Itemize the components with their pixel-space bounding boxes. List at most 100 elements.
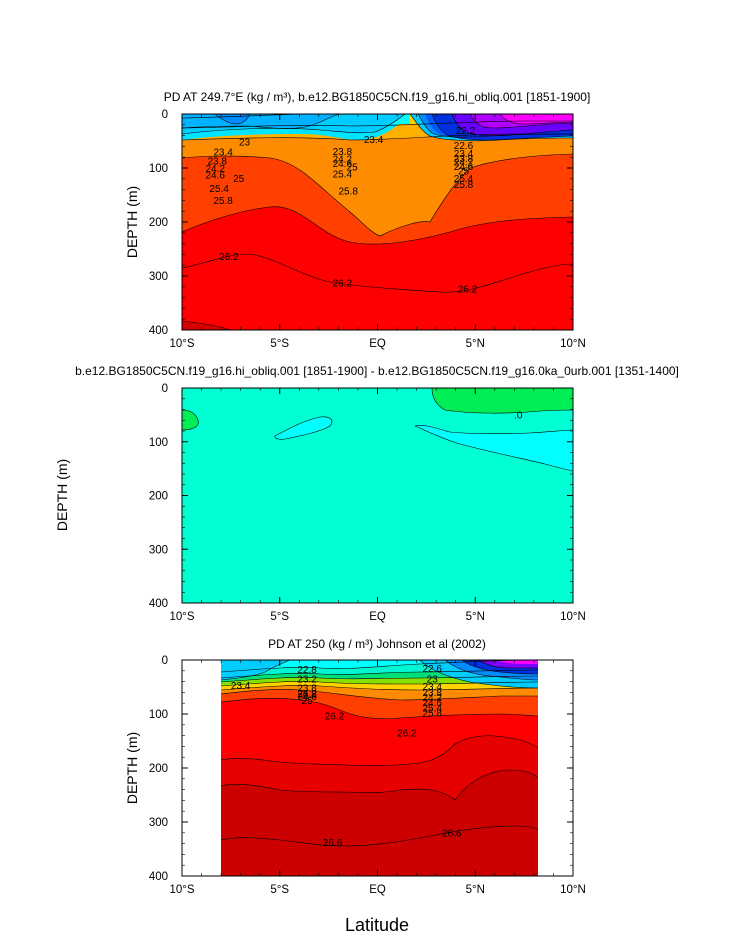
fill-aquamarine (182, 388, 573, 603)
fill-cyan-east (415, 424, 573, 471)
contour-label: 23.4 (423, 682, 443, 693)
y-tick-label: 400 (149, 598, 168, 610)
contour-label: 26.2 (458, 284, 478, 295)
x-tick-label: 10°S (169, 611, 194, 623)
y-tick-label: 200 (149, 217, 168, 229)
panel-3-title: PD AT 250 (kg / m³) Johnson et al (2002) (268, 637, 486, 651)
contour-label: 25 (347, 162, 359, 173)
panel-1-axes: 10°S 5°S EQ 5°N 10°N 0 100 200 300 400 (149, 109, 586, 350)
panel-3-contour-labels: 23.422.823.223.824.224.62525.826.222.623… (231, 664, 462, 849)
x-tick-label: EQ (369, 338, 386, 350)
contour-label: 25.8 (454, 180, 474, 191)
contour-label: 26.2 (333, 279, 353, 290)
panel-2-contour-fill (182, 388, 573, 603)
x-tick-label: 5°N (466, 338, 485, 350)
panel-2-title: b.e12.BG1850C5CN.f19_g16.hi_obliq.001 [1… (75, 364, 679, 378)
y-tick-label: 400 (149, 325, 168, 337)
contour-label: 25 (302, 696, 314, 707)
contour-label: 25.4 (454, 174, 474, 185)
y-tick-label: 300 (149, 817, 168, 829)
contour-label: 23 (239, 138, 251, 149)
panel-2-ylabel: DEPTH (m) (54, 459, 70, 531)
y-tick-label: 200 (149, 763, 168, 775)
contour-label: 24.2 (297, 689, 317, 700)
contour-label: 26.6 (442, 828, 462, 839)
contour-label: 25.4 (423, 704, 443, 715)
contour-label: 24.6 (454, 162, 474, 173)
contour-label: 23.8 (333, 147, 353, 158)
contour-lines-3 (220, 660, 539, 847)
panel-1-title: PD AT 249.7°E (kg / m³), b.e12.BG1850C5C… (164, 90, 591, 104)
contour-label: 26.2 (325, 712, 345, 723)
panel-2: b.e12.BG1850C5CN.f19_g16.hi_obliq.001 [1… (54, 364, 679, 623)
contour-label: 23.4 (454, 149, 474, 160)
y-tick-label: 200 (149, 491, 168, 503)
contour-label: 25.8 (213, 196, 233, 207)
contour-label: 26.2 (219, 252, 239, 263)
contour-label: 25.4 (209, 184, 229, 195)
x-tick-label: 5°N (466, 611, 485, 623)
y-tick-label: 300 (149, 271, 168, 283)
y-tick-label: 400 (149, 871, 168, 883)
panel-2-axes: 10°S 5°S EQ 5°N 10°N 0 100 200 300 400 (149, 383, 586, 623)
fill-cyan (221, 660, 538, 672)
contour-label: 24.6 (206, 171, 226, 182)
panel-3-contour-fill (220, 660, 539, 876)
contour-label: 22.6 (423, 664, 443, 675)
fill-cyan (182, 40, 573, 80)
contour-label: 26.2 (397, 728, 417, 739)
contour-label: 25.8 (297, 690, 317, 701)
panel-3-ylabel: DEPTH (m) (124, 732, 140, 804)
fill-cyan-patch (274, 416, 332, 440)
contour-label: 22.2 (456, 126, 476, 137)
contour-label: 23.4 (364, 135, 384, 146)
x-tick-label: EQ (369, 884, 386, 896)
contour-label: 23 (427, 674, 439, 685)
contour-lines-1 (182, 114, 573, 330)
y-tick-label: 0 (162, 109, 168, 121)
y-tick-label: 100 (149, 163, 168, 175)
x-tick-label: 10°S (169, 884, 194, 896)
contour-label: 25 (233, 174, 245, 185)
contour-label: 24.2 (206, 164, 226, 175)
contour-lines-2 (182, 388, 573, 472)
contour-label: 25.8 (423, 708, 443, 719)
contour-label: 23.8 (297, 684, 317, 695)
x-axis-label: Latitude (345, 915, 409, 935)
fill-sky (221, 660, 290, 680)
y-tick-label: 300 (149, 544, 168, 556)
contour-label: 23.4 (213, 147, 233, 158)
panel-3-axes: 10°S 5°S EQ 5°N 10°N 0 100 200 300 400 (149, 655, 586, 896)
contour-label: 23.8 (423, 688, 443, 699)
contour-label: 22.8 (297, 665, 317, 676)
contour-label: 24.6 (423, 698, 443, 709)
fill-magenta (500, 114, 573, 124)
contour-label: 26.6 (323, 838, 343, 849)
fill-turquoise (182, 40, 573, 90)
contour-label: .0 (514, 410, 523, 421)
contour-label: 24.2 (454, 158, 474, 169)
x-tick-label: 5°S (270, 884, 289, 896)
y-tick-label: 100 (149, 709, 168, 721)
panel-2-contour-labels: .0 (514, 410, 523, 421)
panel-3: PD AT 250 (kg / m³) Johnson et al (2002) (124, 637, 586, 896)
fill-orange (182, 114, 573, 236)
contour-label: 23.8 (207, 156, 227, 167)
y-tick-label: 0 (162, 655, 168, 667)
fill-green-west (182, 410, 199, 430)
x-tick-label: 10°N (560, 338, 586, 350)
x-tick-label: 10°N (560, 611, 586, 623)
x-tick-label: 10°N (560, 884, 586, 896)
x-tick-label: 5°S (270, 338, 289, 350)
contour-label: 23.2 (297, 674, 317, 685)
contour-label: 24.6 (297, 692, 317, 703)
y-tick-label: 0 (162, 383, 168, 395)
x-tick-label: 5°N (466, 884, 485, 896)
x-tick-label: EQ (369, 611, 386, 623)
contour-label: 24.6 (333, 159, 353, 170)
fill-green-east (432, 388, 573, 414)
fill-magenta (495, 660, 538, 664)
contour-label: 24.2 (333, 154, 353, 165)
